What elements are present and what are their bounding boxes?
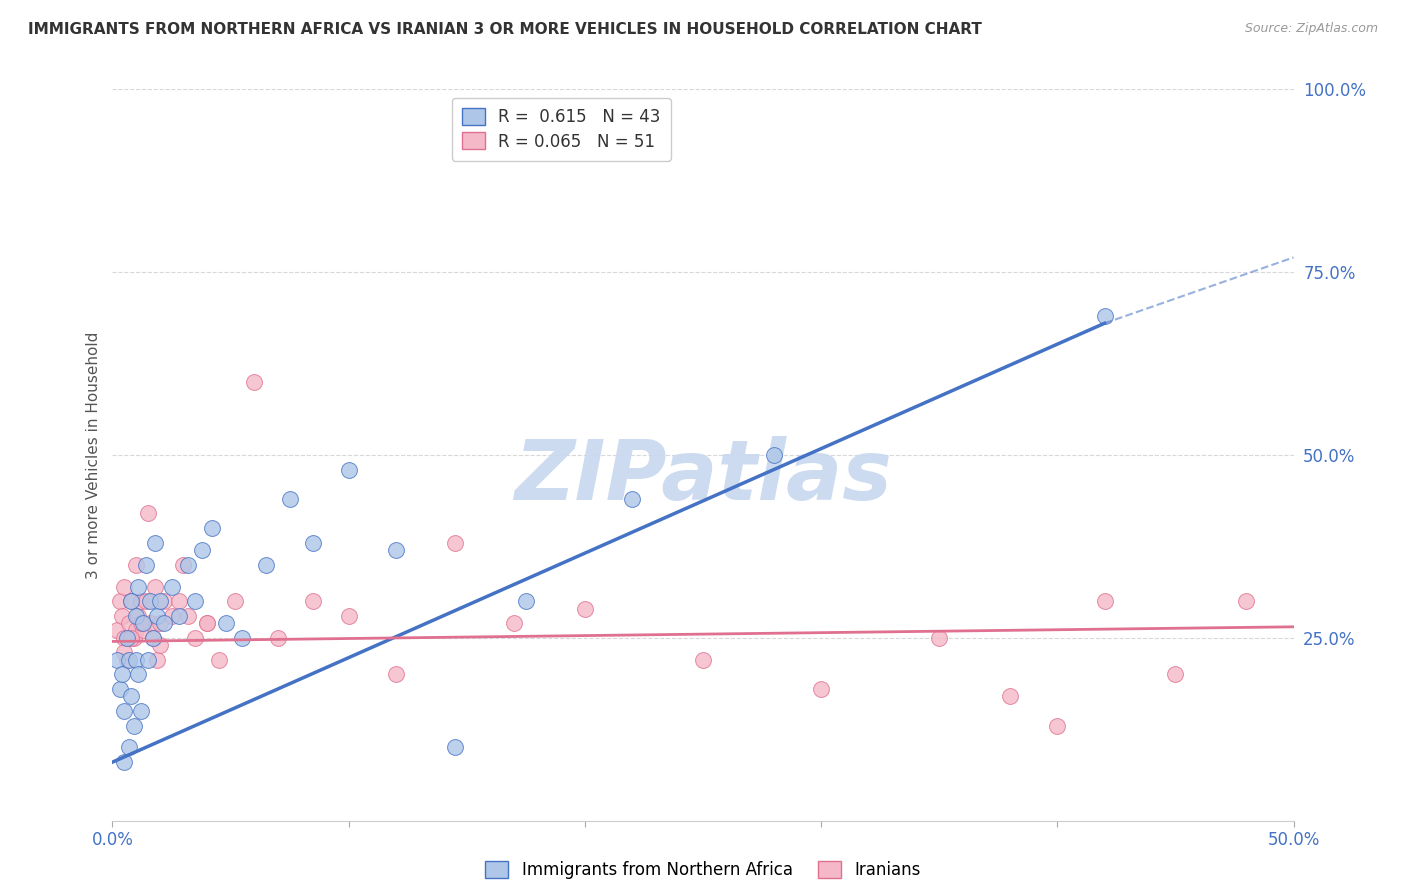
Point bbox=[153, 594, 176, 608]
Point bbox=[129, 704, 152, 718]
Point bbox=[108, 594, 131, 608]
Text: Source: ZipAtlas.com: Source: ZipAtlas.com bbox=[1244, 22, 1378, 36]
Point bbox=[172, 558, 194, 572]
Point bbox=[149, 616, 172, 631]
Point bbox=[142, 631, 165, 645]
Point bbox=[149, 638, 172, 652]
Point bbox=[153, 616, 176, 631]
Point bbox=[149, 594, 172, 608]
Point bbox=[1094, 309, 1116, 323]
Point bbox=[337, 608, 360, 623]
Point bbox=[998, 690, 1021, 704]
Point bbox=[125, 624, 148, 638]
Point bbox=[127, 580, 149, 594]
Point bbox=[167, 608, 190, 623]
Point bbox=[337, 462, 360, 476]
Point bbox=[125, 653, 148, 667]
Point bbox=[120, 690, 142, 704]
Point bbox=[1094, 594, 1116, 608]
Point bbox=[129, 616, 152, 631]
Point bbox=[574, 601, 596, 615]
Point bbox=[515, 594, 537, 608]
Point bbox=[118, 616, 141, 631]
Point bbox=[112, 580, 135, 594]
Point bbox=[125, 608, 148, 623]
Point bbox=[184, 631, 207, 645]
Point bbox=[135, 594, 157, 608]
Point bbox=[120, 594, 142, 608]
Point bbox=[120, 594, 142, 608]
Point bbox=[125, 558, 148, 572]
Point bbox=[254, 558, 277, 572]
Point bbox=[160, 580, 183, 594]
Y-axis label: 3 or more Vehicles in Household: 3 or more Vehicles in Household bbox=[86, 331, 101, 579]
Point bbox=[139, 616, 162, 631]
Point bbox=[184, 594, 207, 608]
Point bbox=[160, 608, 183, 623]
Point bbox=[1046, 718, 1069, 732]
Point bbox=[115, 653, 138, 667]
Point bbox=[143, 535, 166, 549]
Point bbox=[127, 608, 149, 623]
Point bbox=[112, 631, 135, 645]
Point bbox=[201, 521, 224, 535]
Point bbox=[142, 631, 165, 645]
Point bbox=[928, 631, 950, 645]
Point bbox=[444, 535, 467, 549]
Point bbox=[132, 616, 155, 631]
Point bbox=[111, 667, 134, 681]
Point bbox=[135, 558, 157, 572]
Point bbox=[115, 631, 138, 645]
Point bbox=[195, 616, 218, 631]
Point bbox=[112, 755, 135, 769]
Point bbox=[108, 681, 131, 696]
Point bbox=[129, 594, 152, 608]
Point bbox=[177, 608, 200, 623]
Point bbox=[122, 718, 145, 732]
Point bbox=[1234, 594, 1257, 608]
Point bbox=[267, 631, 290, 645]
Legend: Immigrants from Northern Africa, Iranians: Immigrants from Northern Africa, Iranian… bbox=[478, 854, 928, 886]
Point bbox=[127, 667, 149, 681]
Point bbox=[243, 375, 266, 389]
Point bbox=[191, 543, 214, 558]
Point bbox=[195, 616, 218, 631]
Point bbox=[302, 535, 325, 549]
Point bbox=[136, 507, 159, 521]
Point bbox=[146, 608, 169, 623]
Point bbox=[120, 631, 142, 645]
Point bbox=[105, 624, 128, 638]
Point bbox=[111, 608, 134, 623]
Point bbox=[444, 740, 467, 755]
Point bbox=[112, 704, 135, 718]
Point bbox=[503, 616, 526, 631]
Point bbox=[118, 653, 141, 667]
Point bbox=[621, 491, 644, 506]
Point bbox=[146, 653, 169, 667]
Point bbox=[224, 594, 246, 608]
Text: IMMIGRANTS FROM NORTHERN AFRICA VS IRANIAN 3 OR MORE VEHICLES IN HOUSEHOLD CORRE: IMMIGRANTS FROM NORTHERN AFRICA VS IRANI… bbox=[28, 22, 981, 37]
Point bbox=[139, 594, 162, 608]
Point bbox=[302, 594, 325, 608]
Point bbox=[143, 580, 166, 594]
Text: ZIPatlas: ZIPatlas bbox=[515, 436, 891, 517]
Point bbox=[118, 740, 141, 755]
Point bbox=[278, 491, 301, 506]
Point bbox=[112, 645, 135, 659]
Point bbox=[167, 594, 190, 608]
Point bbox=[122, 631, 145, 645]
Point bbox=[1164, 667, 1187, 681]
Point bbox=[208, 653, 231, 667]
Point bbox=[105, 653, 128, 667]
Point bbox=[385, 667, 408, 681]
Point bbox=[810, 681, 832, 696]
Point bbox=[177, 558, 200, 572]
Point bbox=[762, 448, 785, 462]
Point bbox=[385, 543, 408, 558]
Point bbox=[231, 631, 253, 645]
Point bbox=[136, 653, 159, 667]
Point bbox=[215, 616, 238, 631]
Point bbox=[132, 624, 155, 638]
Point bbox=[692, 653, 714, 667]
